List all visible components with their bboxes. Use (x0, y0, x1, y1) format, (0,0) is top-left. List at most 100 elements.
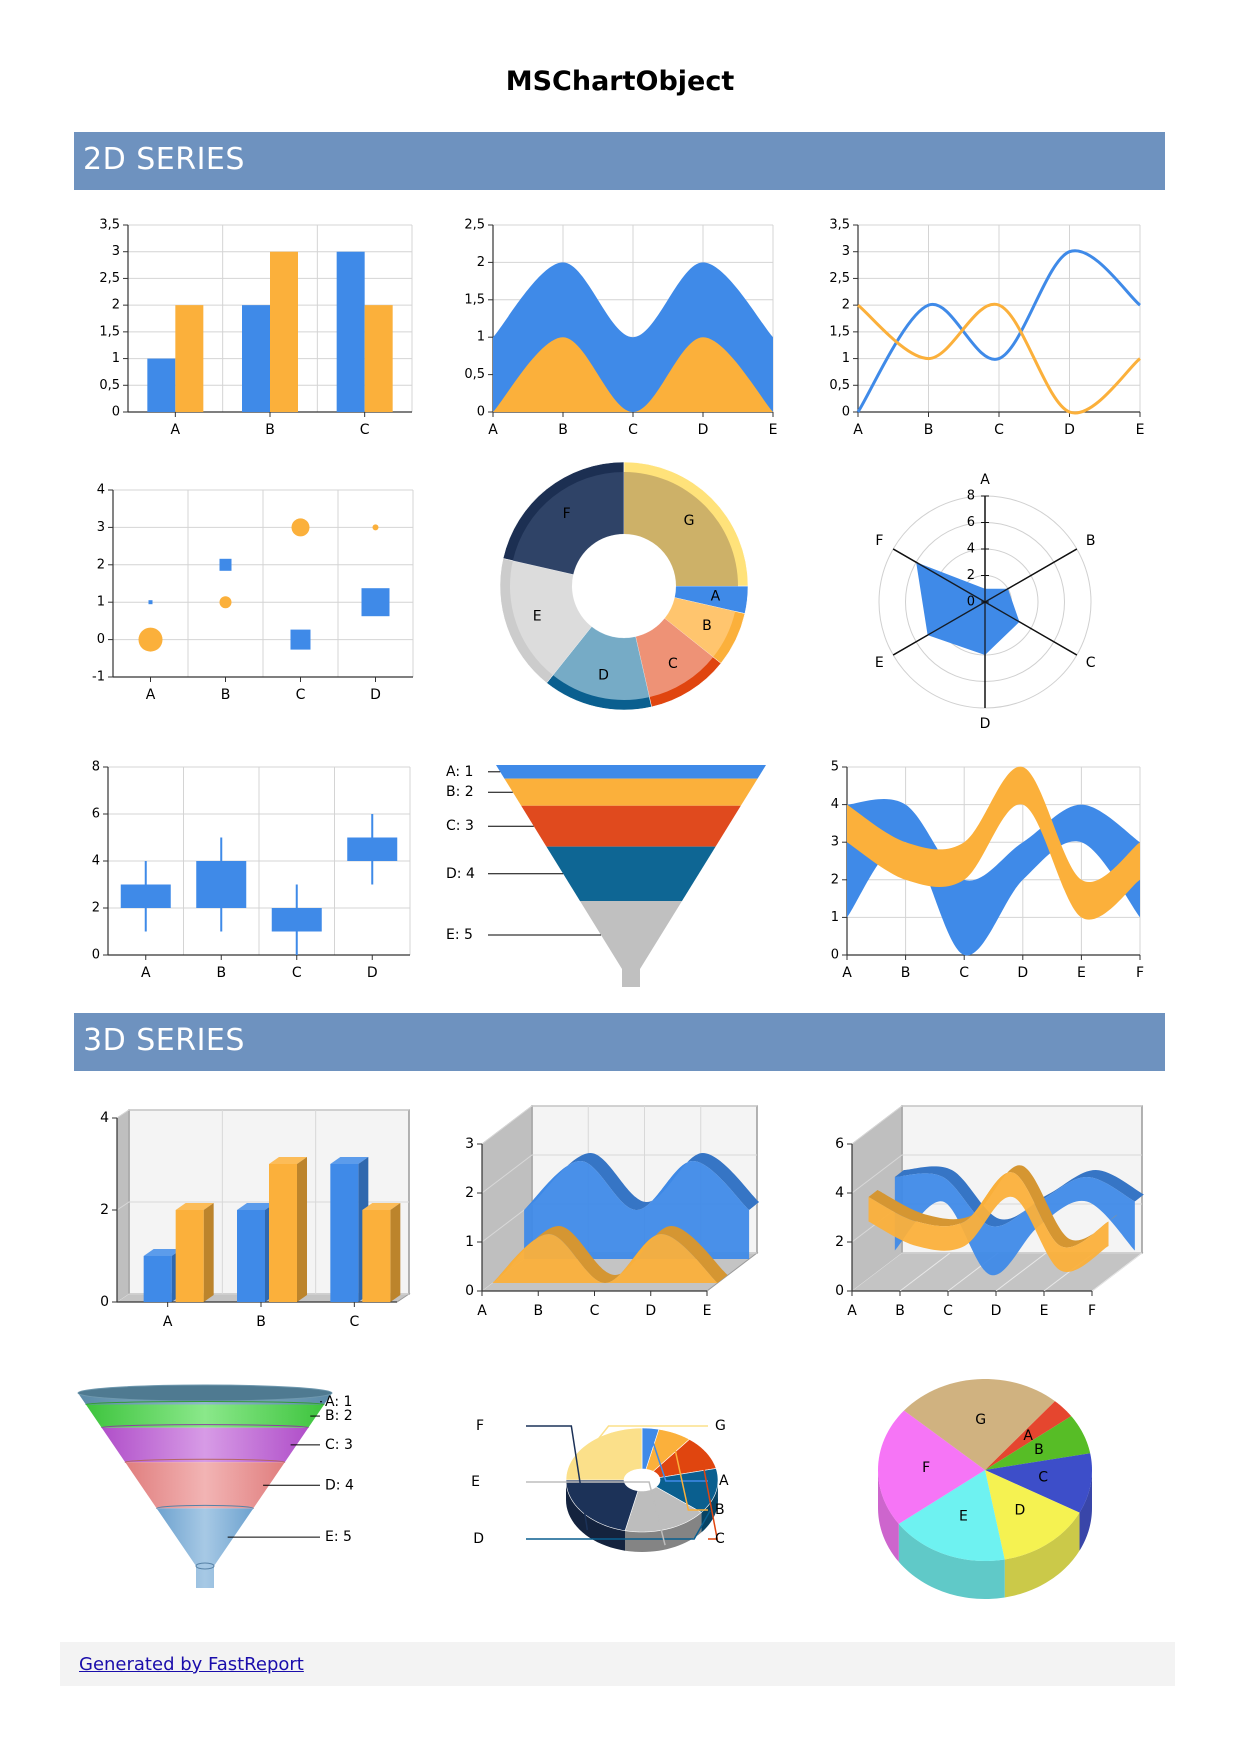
funnel-chart-3d: A: 1B: 2 C: 3 D: 4 E: 5 (77, 1384, 354, 1588)
y-tick-label: 3 (842, 244, 850, 259)
x-tick-label: C (943, 1303, 953, 1319)
y-tick-label: 4 (92, 854, 100, 869)
area-series (524, 1161, 750, 1259)
x-tick-label: B (216, 965, 226, 981)
area-series (492, 1234, 718, 1283)
slice-label: C (1038, 1470, 1048, 1486)
floor-gridline (899, 1252, 951, 1292)
x-tick-label: E (703, 1303, 712, 1319)
y-tick-label: 2 (100, 1202, 109, 1218)
y-tick-label: 1,5 (464, 292, 485, 307)
funnel-segment (125, 1462, 285, 1509)
slice-label: D (598, 668, 609, 684)
x-tick-label: A (477, 1303, 487, 1319)
y-tick-label: 4 (831, 797, 839, 812)
y-tick-label: 3 (97, 520, 105, 535)
bubble-point (219, 558, 232, 571)
radar-label: D (980, 716, 991, 732)
y-tick-label: 0 (92, 948, 100, 963)
x-tick-label: D (1017, 965, 1028, 981)
slice-label: F (922, 1460, 930, 1476)
slice-label: E (533, 608, 542, 624)
x-tick-label: D (698, 422, 709, 438)
x-tick-label: A (141, 965, 151, 981)
doughnut-leader (526, 1425, 589, 1530)
y-tick-label: 1 (112, 351, 120, 366)
bubble-point (290, 629, 311, 650)
range-area-chart-2d: 0 1 2 3 4 5 A B C D E F (831, 760, 1144, 982)
bubble-point (148, 600, 153, 605)
funnel-segment (85, 1404, 325, 1428)
funnel-segment (521, 805, 741, 847)
funnel-label: A: 1 (446, 764, 473, 780)
stock-chart-2d: 0 2 4 6 8 A B C D (92, 760, 411, 981)
slice-label: B (702, 618, 712, 634)
x-tick-label: B (924, 422, 934, 438)
floor-gridline (1091, 1252, 1143, 1292)
range-area-series (847, 799, 1140, 956)
pie-slice (878, 1410, 985, 1524)
radar-spoke-top (984, 548, 1078, 603)
range-area-series (847, 766, 1140, 920)
bar (269, 1164, 297, 1302)
pie-side (1079, 1469, 1092, 1551)
x-tick-label: C (959, 965, 969, 981)
doughnut-side (566, 1480, 626, 1551)
radar-spoke-top (984, 601, 1078, 656)
x-tick-label: A (847, 1303, 857, 1319)
fastreport-link[interactable]: Generated by FastReport (79, 1654, 304, 1675)
y-tick-label: 2,5 (829, 271, 850, 286)
candle-body (347, 837, 398, 861)
doughnut-slice-inner (664, 597, 736, 658)
slice-label: G (715, 1418, 726, 1434)
doughnut-slice-inner (512, 472, 624, 575)
floor-gridline (995, 1252, 1047, 1292)
radar-spoke-top (892, 548, 986, 603)
x-tick-label: C (994, 422, 1004, 438)
funnel-label: C: 3 (325, 1437, 353, 1453)
y-tick-label: 1,5 (829, 324, 850, 339)
slice-label: A (719, 1473, 729, 1489)
y-tick-label: 4 (100, 1110, 109, 1126)
pie-slice (985, 1416, 1091, 1470)
y-tick-label: 3 (112, 244, 120, 259)
slice-label: A (711, 588, 721, 604)
x-tick-label: A (146, 687, 156, 703)
x-tick-label: C (296, 687, 306, 703)
pie-side (1004, 1512, 1080, 1598)
y-tick-label: 5 (831, 760, 839, 775)
y-tick-label: 0 (465, 1283, 474, 1299)
slice-label: D (1014, 1502, 1025, 1518)
y-tick-label: 2 (835, 1234, 844, 1250)
y-tick-label: 0,5 (464, 367, 485, 382)
doughnut-slice (565, 1427, 643, 1481)
y-tick-label: 3,5 (99, 218, 120, 233)
y-tick-label: 0 (112, 405, 120, 420)
slice-label: D (473, 1531, 484, 1547)
pie-side (878, 1470, 899, 1562)
x-tick-label: F (1136, 965, 1144, 981)
y-tick-label: 0 (835, 1283, 844, 1299)
x-tick-label: A (171, 422, 181, 438)
bar-top (237, 1203, 275, 1210)
slice-label: G (684, 513, 695, 529)
x-tick-label: B (256, 1314, 266, 1330)
x-tick-label: C (292, 965, 302, 981)
x-tick-label: D (991, 1303, 1002, 1319)
bar (270, 251, 298, 412)
bar (242, 305, 270, 412)
y-tick-label: 2 (465, 1185, 474, 1201)
area-series (493, 337, 773, 412)
funnel-segment (504, 778, 758, 806)
gridline-h (481, 1154, 757, 1194)
range-area-chart-3d: 0 2 4 6 A B C D E F (835, 1104, 1144, 1319)
range-area-series (868, 1172, 1109, 1272)
funnel-label: D: 4 (325, 1477, 354, 1493)
doughnut-leader (700, 1454, 719, 1540)
funnel-label: A: 1 (325, 1394, 352, 1410)
y-tick-label: 0 (477, 405, 485, 420)
x-tick-label: A (853, 422, 863, 438)
gridline-h (851, 1154, 1142, 1194)
area-chart-2d: 0 0,5 1 1,5 2 2,5 A B C D E (464, 218, 777, 439)
